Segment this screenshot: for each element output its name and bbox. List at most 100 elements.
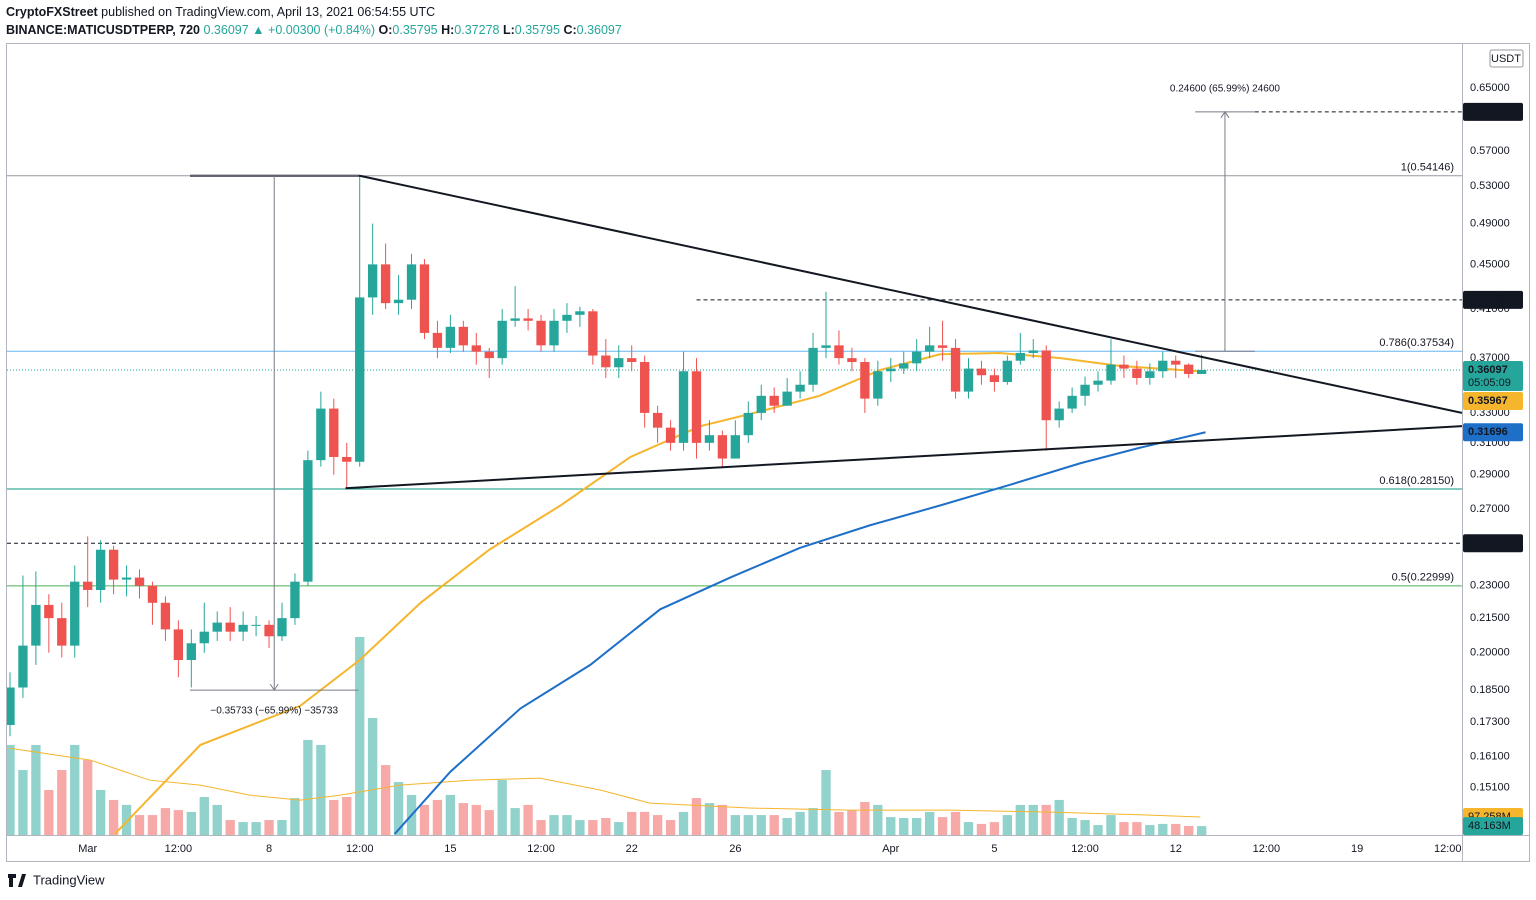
volume-bar — [588, 820, 598, 835]
y-tick-label: 0.53000 — [1470, 180, 1510, 192]
change: ▲ +0.00300 (+0.84%) — [252, 23, 375, 37]
candle-body — [57, 618, 67, 646]
price-label-box — [1463, 423, 1523, 442]
candle-body — [251, 624, 261, 626]
header-line-2: BINANCE:MATICUSDTPERP, 720 0.36097 ▲ +0.… — [6, 23, 622, 37]
volume-bar — [834, 811, 844, 835]
volume-bar — [510, 808, 520, 835]
candle-body — [1145, 371, 1155, 378]
volume-bar — [277, 820, 287, 835]
y-tick-label: 0.23000 — [1470, 580, 1510, 592]
x-tick-label: 26 — [729, 843, 741, 855]
candle-body — [886, 368, 896, 372]
volume-bar — [497, 780, 507, 835]
volume-bar — [730, 815, 741, 835]
volume-bar — [134, 815, 145, 835]
candle-body — [445, 326, 456, 348]
y-tick-label: 0.20000 — [1470, 647, 1510, 659]
candle-body — [1054, 408, 1064, 421]
volume-bar — [614, 822, 624, 835]
volume-bar — [367, 717, 378, 835]
published: published on TradingView.com, April 13, … — [101, 5, 435, 19]
volume-bar — [860, 801, 870, 835]
candle-body — [950, 347, 961, 392]
volume-bar — [199, 796, 209, 835]
volume-bar — [989, 822, 1000, 835]
price-label: 0.25140 — [1468, 537, 1508, 549]
candle-body — [743, 412, 753, 436]
countdown: 05:05:09 — [1468, 377, 1511, 389]
candle-body — [912, 351, 922, 364]
candle-body — [976, 368, 987, 376]
volume-bar — [1002, 815, 1013, 835]
y-tick-label: 0.18500 — [1470, 684, 1510, 696]
price-label: 0.35967 — [1468, 395, 1508, 407]
candle-body — [173, 629, 184, 660]
candle-body — [316, 408, 326, 461]
price-label-box — [1463, 290, 1523, 309]
volume-bar — [1054, 799, 1064, 835]
candle-body — [31, 604, 41, 646]
candle-body — [264, 624, 274, 637]
y-tick-label: 0.15100 — [1470, 781, 1510, 793]
candle-body — [769, 395, 779, 406]
candle-body — [860, 362, 870, 399]
candle-body — [1080, 384, 1090, 396]
volume-bar — [1041, 804, 1051, 835]
volume-bar — [1145, 825, 1155, 835]
candle-body — [83, 581, 93, 590]
header-line-1: CryptoFXStreet published on TradingView.… — [6, 5, 435, 19]
candle-body — [1158, 360, 1168, 372]
price-label-box — [1463, 391, 1523, 410]
volume-bar — [121, 804, 132, 835]
price-label-box — [1463, 102, 1523, 121]
candle-body — [899, 363, 909, 369]
candle-body — [95, 549, 106, 590]
volume-bar — [652, 815, 663, 835]
candle-body — [963, 368, 974, 392]
candle-body — [329, 408, 339, 457]
volume-bar — [329, 799, 339, 835]
x-tick-label: 12:00 — [1434, 843, 1462, 855]
ohlc-value: 0.36097 — [577, 23, 622, 37]
candle-body — [691, 371, 702, 443]
candle-body — [730, 435, 741, 459]
candle-body — [614, 358, 624, 368]
x-tick-label: 15 — [444, 843, 456, 855]
x-tick-label: 12:00 — [346, 843, 374, 855]
volume-bar — [601, 818, 611, 835]
volume-bar — [251, 822, 261, 835]
x-tick-label: Mar — [78, 843, 97, 855]
volume-bar — [225, 820, 235, 835]
candle-body — [108, 549, 119, 580]
volume-bar — [108, 799, 119, 835]
volume-bar — [419, 804, 430, 835]
volume-bar — [912, 818, 922, 835]
candle-body — [1002, 360, 1013, 383]
y-tick-label: 0.45000 — [1470, 258, 1510, 270]
candle-body — [821, 345, 831, 348]
volume-bar — [821, 770, 831, 835]
trend-line — [345, 425, 1462, 490]
volume-bar — [160, 808, 171, 835]
volume-bar — [147, 815, 158, 835]
x-tick-label: Apr — [882, 843, 899, 855]
candle-body — [1171, 360, 1181, 365]
x-tick-label: 8 — [266, 843, 272, 855]
volume-bar — [847, 810, 857, 835]
candle-body — [44, 604, 54, 619]
volume-bar — [1093, 825, 1103, 835]
candle-body — [588, 311, 598, 356]
volume-label: 48.163M — [1468, 820, 1511, 832]
volume-bar — [1184, 825, 1194, 835]
x-tick-label: 22 — [626, 843, 638, 855]
y-tick-label: 0.65000 — [1470, 82, 1510, 94]
y-tick-label: 0.21500 — [1470, 612, 1510, 624]
candle-body — [678, 371, 689, 443]
x-tick-label: 12:00 — [527, 843, 555, 855]
volume-bar — [44, 789, 54, 835]
volume-bar — [7, 744, 15, 835]
candle-body — [834, 345, 844, 359]
candle-body — [393, 299, 404, 304]
candle-body — [937, 345, 948, 348]
